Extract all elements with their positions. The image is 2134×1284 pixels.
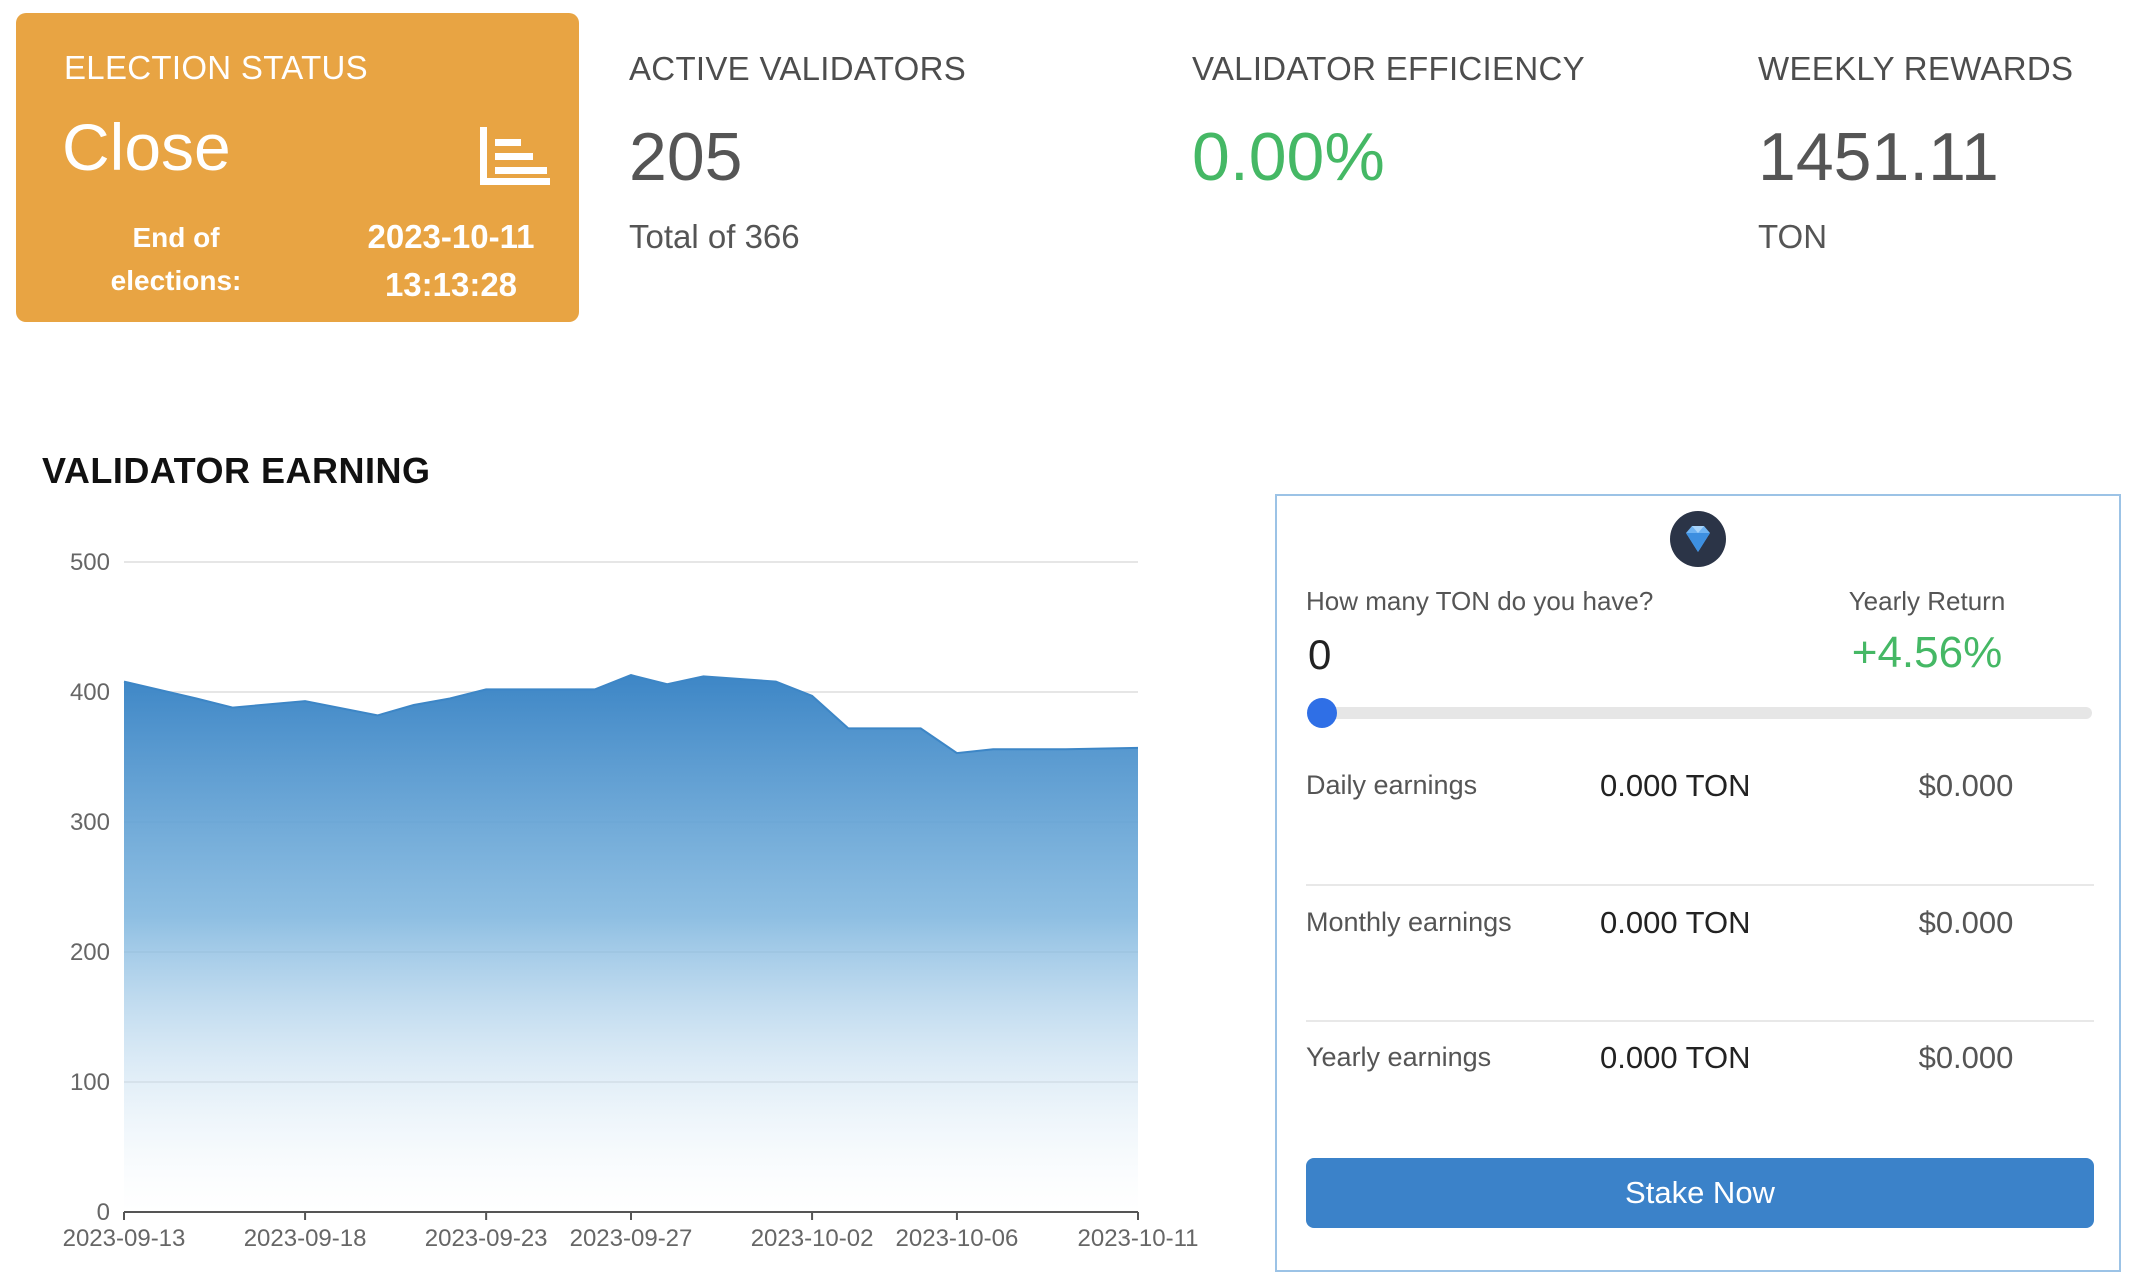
y-tick-label: 200 xyxy=(70,939,110,966)
monthly-earnings-row: Monthly earnings 0.000 TON $0.000 xyxy=(1306,861,2094,997)
validator-efficiency-value: 0.00% xyxy=(1192,119,1385,195)
yearly-return-label: Yearly Return xyxy=(1848,586,2006,616)
yearly-return-value: +4.56% xyxy=(1851,628,2003,677)
election-status-card: ELECTION STATUS Close End of elections: … xyxy=(16,13,579,322)
stake-now-button[interactable]: Stake Now xyxy=(1306,1158,2094,1228)
end-time: 13:13:28 xyxy=(384,266,518,303)
active-validators-stat: ACTIVE VALIDATORS 205 Total of 366 xyxy=(629,50,966,256)
ton-amount-question: How many TON do you have? xyxy=(1306,586,1654,616)
monthly-earnings-label: Monthly earnings xyxy=(1306,907,1512,937)
x-tick-label: 2023-10-02 xyxy=(751,1225,874,1252)
y-tick-label: 0 xyxy=(97,1199,110,1226)
active-validators-total: Total of 366 xyxy=(629,218,800,255)
active-validators-value: 205 xyxy=(629,119,743,195)
daily-earnings-label: Daily earnings xyxy=(1306,770,1478,800)
x-tick-label: 2023-10-11 xyxy=(1078,1225,1199,1252)
y-tick-label: 300 xyxy=(70,809,110,836)
earning-area xyxy=(124,675,1138,1212)
earnings-divider xyxy=(1306,1020,2094,1022)
x-tick-label: 2023-09-18 xyxy=(244,1225,367,1252)
weekly-rewards-stat: WEEKLY REWARDS 1451.11 TON xyxy=(1758,50,2073,256)
yearly-earnings-label: Yearly earnings xyxy=(1306,1042,1492,1072)
end-date: 2023-10-11 xyxy=(367,218,535,255)
weekly-rewards-label: WEEKLY REWARDS xyxy=(1758,50,2074,87)
y-tick-label: 100 xyxy=(70,1069,110,1096)
x-tick-label: 2023-09-27 xyxy=(570,1225,693,1252)
staking-calculator: How many TON do you have? Yearly Return … xyxy=(1275,494,2121,1272)
yearly-earnings-ton: 0.000 TON xyxy=(1600,1040,1751,1075)
end-label-line1: End of xyxy=(132,222,220,253)
active-validators-label: ACTIVE VALIDATORS xyxy=(629,50,967,87)
validator-efficiency-label: VALIDATOR EFFICIENCY xyxy=(1192,50,1585,87)
daily-earnings-ton: 0.000 TON xyxy=(1600,768,1751,803)
ton-amount-slider-track[interactable] xyxy=(1322,707,2092,719)
validator-efficiency-stat: VALIDATOR EFFICIENCY 0.00% xyxy=(1192,50,1585,196)
weekly-rewards-value: 1451.11 xyxy=(1758,119,1999,195)
election-status-label: ELECTION STATUS xyxy=(64,49,368,86)
daily-earnings-row: Daily earnings 0.000 TON $0.000 xyxy=(1306,724,2094,860)
y-tick-label: 500 xyxy=(70,549,110,576)
x-tick-label: 2023-09-23 xyxy=(425,1225,548,1252)
monthly-earnings-ton: 0.000 TON xyxy=(1600,905,1751,940)
earning-line xyxy=(123,674,1139,755)
monthly-earnings-usd: $0.000 xyxy=(1918,905,2014,940)
election-status-value: Close xyxy=(62,110,231,184)
chart-list-icon[interactable] xyxy=(478,125,552,187)
x-tick-label: 2023-09-13 xyxy=(63,1225,186,1252)
end-of-elections-label: End of elections: xyxy=(86,216,266,302)
earnings-divider xyxy=(1306,884,2094,886)
ton-amount-slider-thumb[interactable] xyxy=(1307,698,1337,728)
validator-earning-chart[interactable]: 0 100 200 300 400 500 2023-09-13 2023-09-18 2023… xyxy=(0,520,1220,1260)
weekly-rewards-unit: TON xyxy=(1758,218,1828,255)
end-label-line2: elections: xyxy=(110,265,242,296)
ton-diamond-icon xyxy=(1670,511,1726,567)
daily-earnings-usd: $0.000 xyxy=(1918,768,2014,803)
end-of-elections-value: 2023-10-11 13:13:28 xyxy=(331,213,571,309)
yearly-earnings-usd: $0.000 xyxy=(1918,1040,2014,1075)
y-tick-label: 400 xyxy=(70,679,110,706)
x-tick-label: 2023-10-06 xyxy=(896,1225,1019,1252)
validator-earning-title: VALIDATOR EARNING xyxy=(42,450,431,491)
ton-amount-input[interactable] xyxy=(1304,630,1612,680)
yearly-earnings-row: Yearly earnings 0.000 TON $0.000 xyxy=(1306,996,2094,1132)
